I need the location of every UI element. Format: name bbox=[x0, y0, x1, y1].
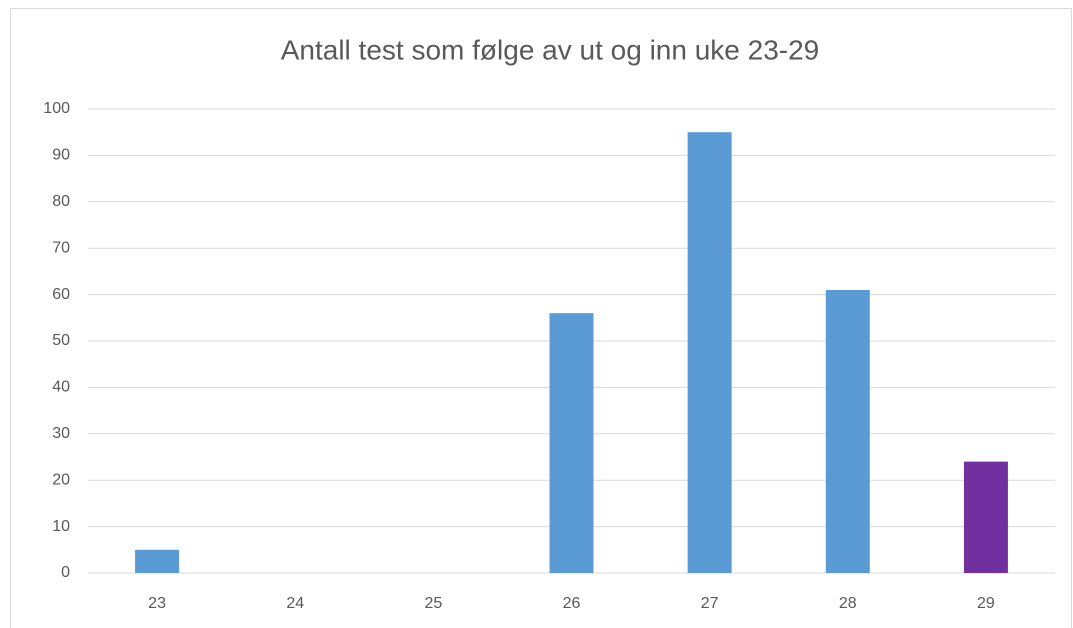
bar bbox=[963, 461, 1008, 573]
y-tick-label: 100 bbox=[43, 100, 70, 117]
y-tick-label: 10 bbox=[52, 518, 70, 535]
chart-frame bbox=[10, 8, 1072, 628]
x-tick-label: 25 bbox=[424, 595, 442, 612]
y-tick-label: 70 bbox=[52, 239, 70, 256]
bar bbox=[135, 549, 180, 573]
y-tick-label: 50 bbox=[52, 332, 70, 349]
x-tick-label: 29 bbox=[977, 595, 995, 612]
y-tick-label: 40 bbox=[52, 379, 70, 396]
y-tick-label: 30 bbox=[52, 425, 70, 442]
x-tick-label: 26 bbox=[563, 595, 581, 612]
x-tick-label: 23 bbox=[148, 595, 166, 612]
bar bbox=[825, 289, 870, 573]
y-tick-label: 60 bbox=[52, 286, 70, 303]
x-tick-label: 28 bbox=[839, 595, 857, 612]
y-tick-label: 90 bbox=[52, 147, 70, 164]
bar bbox=[687, 132, 732, 573]
chart-title: Antall test som følge av ut og inn uke 2… bbox=[281, 34, 820, 65]
y-tick-label: 0 bbox=[61, 564, 70, 581]
y-tick-label: 20 bbox=[52, 471, 70, 488]
x-tick-label: 27 bbox=[701, 595, 719, 612]
bar bbox=[549, 313, 594, 573]
x-tick-label: 24 bbox=[286, 595, 304, 612]
y-tick-label: 80 bbox=[52, 193, 70, 210]
